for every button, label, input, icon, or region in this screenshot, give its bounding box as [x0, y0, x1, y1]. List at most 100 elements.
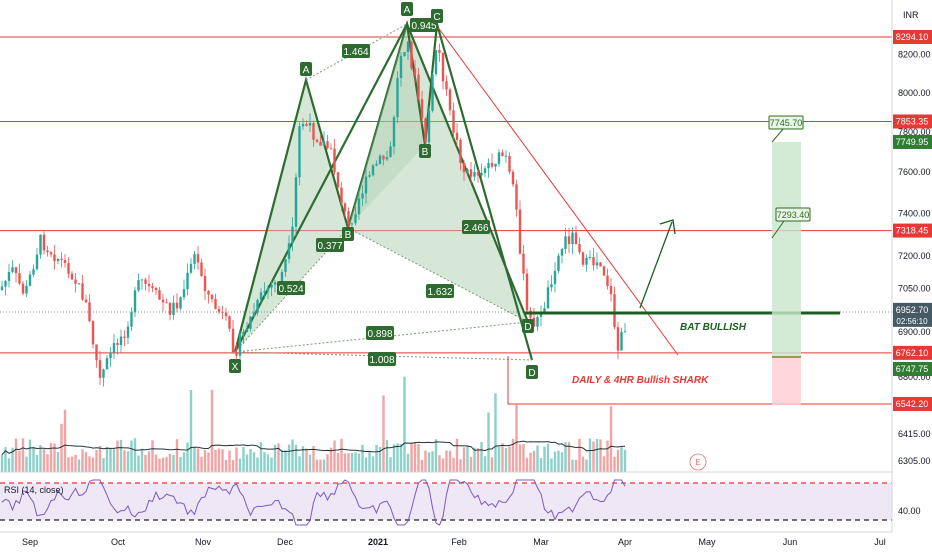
candle-body: [32, 269, 35, 275]
volume-bar: [392, 444, 396, 472]
descending-trendline: [436, 25, 679, 356]
volume-bar: [224, 459, 228, 472]
candle-body: [396, 77, 399, 118]
volume-bar: [308, 454, 312, 472]
volume-bar: [599, 439, 602, 472]
volume-bar: [172, 454, 175, 472]
candle-body: [350, 223, 354, 225]
volume-bar: [147, 451, 151, 472]
price-tick-4: 7400.00: [898, 208, 931, 218]
level-tag-4: 6542.20: [896, 399, 929, 409]
volume-bar: [567, 442, 571, 472]
volume-bar: [35, 455, 39, 472]
candle-body: [228, 316, 231, 329]
candle-body: [4, 280, 7, 287]
candle-body: [364, 176, 368, 194]
volume-bar: [49, 443, 53, 472]
volume-bar: [186, 442, 189, 472]
bullish-arrow: [639, 219, 676, 309]
volume-bar: [137, 455, 140, 472]
candle-body: [109, 352, 112, 359]
candle-body: [399, 55, 403, 78]
volume-bar: [354, 452, 357, 472]
candle-body: [172, 302, 175, 315]
candle-body: [140, 279, 144, 281]
volume-bar: [438, 455, 441, 472]
volume-bar: [350, 453, 354, 472]
point-x-label: X: [232, 362, 239, 373]
volume-bar: [536, 445, 539, 472]
candle-body: [483, 168, 487, 173]
harmonic-pattern: [233, 20, 534, 361]
volume-bar: [228, 450, 231, 472]
volume-bar: [207, 452, 210, 472]
volume-bar: [340, 438, 343, 472]
volume-bar: [420, 459, 424, 472]
candle-body: [459, 139, 462, 164]
volume-bar: [67, 457, 70, 472]
candle-body: [403, 52, 406, 56]
candle-body: [434, 50, 438, 75]
time-tick-10: Jul: [874, 537, 886, 547]
point-a2-label: A: [404, 5, 411, 16]
volume-bar: [112, 449, 116, 472]
volume-bar: [193, 447, 196, 472]
countdown-label: 02:56:10: [896, 317, 928, 326]
volume-bar: [32, 446, 35, 472]
volume-bar: [413, 442, 417, 472]
volume-bar: [109, 448, 112, 472]
candle-body: [595, 262, 599, 266]
volume-bar: [305, 448, 308, 472]
candle-body: [329, 148, 333, 150]
candle-body: [452, 110, 455, 133]
candle-body: [175, 302, 179, 309]
bat-bullish-annotation: BAT BULLISH: [680, 322, 747, 333]
volume-bar: [7, 458, 11, 472]
candle-body: [88, 302, 91, 322]
time-tick-1: Oct: [111, 537, 126, 547]
point-d-label: D: [524, 322, 531, 333]
candle-body: [189, 263, 193, 273]
ratio-labels: 1.464 0.945 0.377 2.466 0.524 1.632 0.89…: [277, 18, 490, 366]
volume-bar: [256, 457, 259, 472]
candle-body: [574, 232, 578, 244]
level-tag-bg-2: [893, 223, 932, 238]
volume-bar: [371, 456, 375, 472]
price-tick-3: 7600.00: [898, 167, 931, 177]
candle-body: [592, 256, 595, 266]
volume-bar: [476, 448, 480, 472]
candle-body: [144, 279, 147, 284]
candle-body: [606, 275, 609, 287]
candle-body: [511, 171, 515, 185]
candle-body: [480, 172, 483, 176]
candle-body: [301, 124, 305, 127]
candle-body: [305, 124, 308, 126]
candle-body: [168, 302, 172, 315]
candle-body: [224, 312, 228, 317]
volume-bar: [361, 444, 364, 472]
candle-body: [564, 236, 567, 250]
candle-body: [588, 256, 592, 258]
candle-body: [445, 81, 448, 90]
candle-body: [613, 294, 616, 328]
volume-bar: [28, 439, 32, 472]
volume-bar: [613, 456, 616, 472]
volume-bar: [312, 446, 315, 472]
candle-body: [585, 257, 588, 265]
rsi-value-label: 40.00: [898, 506, 921, 516]
level-tags: 8294.10 7853.35 7318.45 6762.10 6542.20: [893, 30, 932, 411]
volume-bar: [553, 451, 557, 472]
volume-bar: [70, 456, 74, 472]
candle-body: [252, 312, 256, 317]
volume-bar: [497, 446, 501, 472]
candle-body: [280, 271, 284, 285]
candle-body: [214, 299, 217, 309]
volume-bar: [116, 440, 119, 472]
volume-bar: [165, 457, 168, 472]
volume-bar: [18, 450, 21, 472]
level-tag-3: 6762.10: [896, 348, 929, 358]
volume-bar: [483, 456, 487, 472]
volume-bar: [588, 438, 592, 472]
candle-body: [196, 254, 200, 263]
volume-bar: [242, 446, 245, 472]
